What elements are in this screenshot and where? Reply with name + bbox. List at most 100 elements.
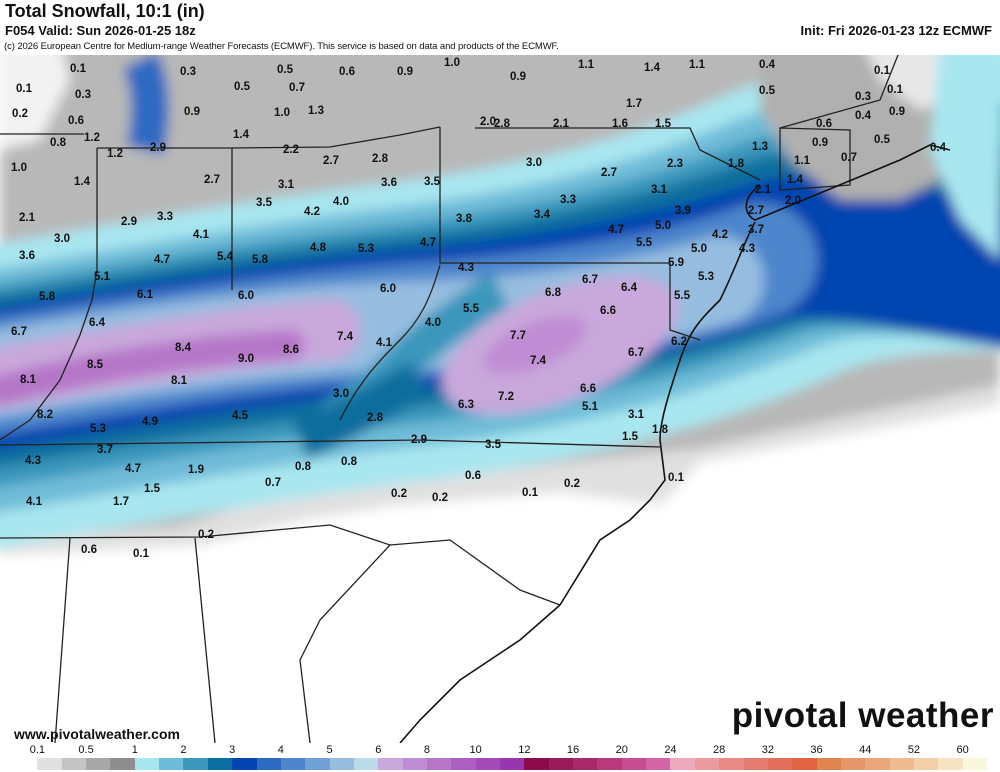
snowfall-value-label: 2.1	[755, 184, 771, 196]
snowfall-value-label: 4.3	[739, 243, 755, 255]
snowfall-value-label: 0.1	[133, 548, 149, 560]
snowfall-value-label: 1.8	[652, 424, 668, 436]
legend-swatch	[37, 758, 63, 770]
snowfall-value-label: 6.0	[380, 283, 396, 295]
snowfall-value-label: 4.9	[142, 416, 158, 428]
legend-tick-label: 0.1	[29, 744, 45, 756]
snowfall-value-label: 3.3	[560, 194, 576, 206]
legend-swatch	[792, 758, 818, 770]
snowfall-value-label: 0.2	[12, 108, 28, 120]
snowfall-value-label: 2.0	[785, 195, 801, 207]
snowfall-value-label: 0.2	[432, 492, 448, 504]
legend-tick-label: 36	[810, 744, 823, 756]
snowfall-value-label: 4.0	[425, 317, 441, 329]
snowfall-value-label: 6.8	[545, 287, 561, 299]
pivotal-weather-logo: pivotal weather	[731, 696, 994, 735]
legend-tick-label: 3	[229, 744, 236, 756]
snowfall-value-label: 5.3	[358, 243, 374, 255]
map-title: Total Snowfall, 10:1 (in)	[5, 1, 205, 21]
legend-tick-label: 44	[859, 744, 872, 756]
snowfall-value-label: 6.1	[137, 289, 153, 301]
snowfall-value-label: 0.7	[265, 477, 281, 489]
snowfall-value-label: 4.0	[333, 196, 349, 208]
legend-swatch	[621, 758, 647, 770]
legend-swatch	[183, 758, 209, 770]
snowfall-value-label: 0.4	[855, 110, 871, 122]
snowfall-value-label: 5.0	[691, 243, 707, 255]
snowfall-value-label: 3.7	[97, 444, 113, 456]
snowfall-value-label: 0.3	[75, 89, 91, 101]
snowfall-value-label: 1.5	[622, 431, 638, 443]
legend-tick-label: 20	[615, 744, 628, 756]
snowfall-value-label: 2.9	[121, 216, 137, 228]
snowfall-value-label: 0.9	[510, 71, 526, 83]
snowfall-value-label: 0.3	[180, 66, 196, 78]
legend-swatch	[207, 758, 233, 770]
legend-swatch	[280, 758, 306, 770]
legend-swatch	[573, 758, 598, 770]
snowfall-value-label: 6.6	[600, 305, 616, 317]
snowfall-value-label: 2.8	[494, 118, 510, 130]
snowfall-value-label: 8.4	[175, 342, 191, 354]
snowfall-value-label: 1.4	[233, 129, 249, 141]
legend-tick-label: 24	[664, 744, 677, 756]
snowfall-value-label: 7.4	[530, 355, 546, 367]
legend-swatch	[402, 758, 428, 770]
legend-swatch	[548, 758, 574, 770]
legend-tick-label: 8	[423, 744, 430, 756]
snowfall-value-label: 4.1	[193, 229, 209, 241]
coastline	[399, 144, 951, 743]
snowfall-value-label: 5.0	[655, 220, 671, 232]
snowfall-value-label: 0.1	[522, 487, 538, 499]
snowfall-value-label: 2.7	[748, 205, 764, 217]
snowfall-value-label: 0.8	[341, 456, 357, 468]
legend-swatch	[353, 758, 379, 770]
legend-swatch	[840, 758, 866, 770]
snowfall-value-label: 0.3	[855, 91, 871, 103]
legend-swatch	[767, 758, 793, 770]
snowfall-value-label: 3.5	[485, 439, 501, 451]
snowfall-value-label: 3.3	[157, 211, 173, 223]
snowfall-value-label: 7.4	[337, 331, 353, 343]
snowfall-value-label: 1.1	[794, 155, 810, 167]
legend-tick-label: 2	[180, 744, 187, 756]
legend-tick-label: 1	[131, 744, 138, 756]
state-borders	[0, 55, 899, 743]
snowfall-value-label: 3.5	[424, 176, 440, 188]
snowfall-value-label: 0.1	[16, 83, 32, 95]
snowfall-value-label: 3.5	[256, 197, 272, 209]
legend-swatch	[329, 758, 355, 770]
snowfall-value-label: 2.9	[150, 142, 166, 154]
snowfall-value-label: 3.1	[651, 184, 667, 196]
legend-swatch	[86, 758, 111, 770]
legend-tick-label: 4	[277, 744, 284, 756]
website-url[interactable]: www.pivotalweather.com	[14, 726, 180, 742]
snowfall-value-label: 1.0	[444, 57, 460, 69]
snowfall-value-label: 3.6	[381, 177, 397, 189]
snowfall-value-label: 5.1	[582, 401, 598, 413]
snowfall-value-label: 8.6	[283, 344, 299, 356]
legend-swatch	[524, 758, 550, 770]
legend-swatch	[816, 758, 842, 770]
snowfall-value-label: 6.2	[671, 336, 687, 348]
snowfall-value-label: 2.3	[667, 158, 683, 170]
legend-swatch	[451, 758, 477, 770]
legend-swatch	[305, 758, 331, 770]
snowfall-value-label: 0.9	[184, 106, 200, 118]
legend-swatch	[110, 758, 136, 770]
snowfall-value-label: 4.7	[608, 224, 624, 236]
snowfall-value-label: 6.7	[582, 274, 598, 286]
snowfall-value-label: 6.7	[628, 347, 644, 359]
snowfall-value-label: 9.0	[238, 353, 254, 365]
legend-swatch	[694, 758, 720, 770]
snowfall-value-label: 4.1	[376, 337, 392, 349]
snowfall-value-label: 3.8	[456, 213, 472, 225]
legend-swatch	[889, 758, 915, 770]
legend-swatch	[134, 758, 160, 770]
legend-swatch	[256, 758, 282, 770]
snowfall-value-label: 3.7	[748, 224, 764, 236]
snowfall-value-label: 3.0	[54, 233, 70, 245]
snowfall-value-label: 2.1	[553, 118, 569, 130]
snowfall-value-label: 1.0	[274, 107, 290, 119]
legend-swatch	[670, 758, 696, 770]
